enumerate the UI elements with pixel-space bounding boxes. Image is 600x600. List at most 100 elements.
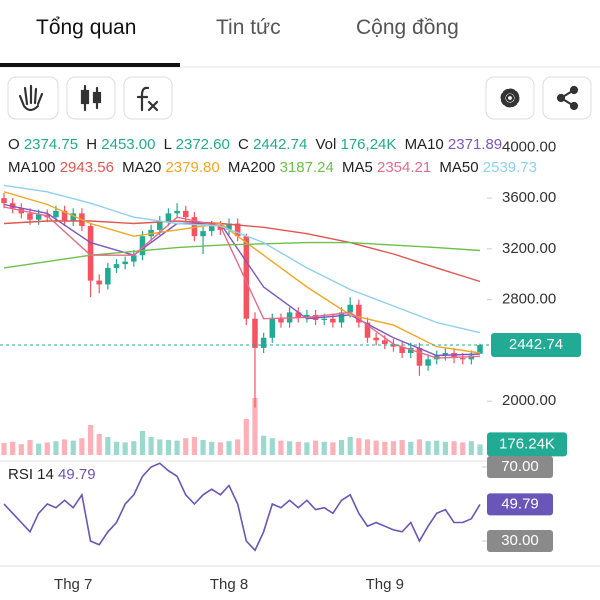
volume-bar: [191, 437, 197, 455]
price-badge: [491, 333, 581, 358]
tab[interactable]: Cộng đồng: [356, 16, 459, 39]
volume-bar: [105, 437, 111, 455]
candle-body: [226, 223, 232, 230]
toolbar-icons: [18, 84, 579, 112]
tab[interactable]: Tin tức: [216, 16, 281, 39]
volume-bar: [451, 441, 457, 455]
legend: O 2374.75 H 2453.00 L 2372.60 C 2442.74 …: [8, 133, 553, 179]
active-tab-underline: [0, 63, 180, 67]
volume-bar: [321, 441, 327, 455]
rsi-badge: [487, 493, 553, 516]
candle-body: [243, 236, 250, 319]
volume-bar: [61, 439, 68, 455]
candle-body: [87, 226, 94, 281]
legend-label: MA50: [439, 159, 479, 176]
candle-body: [217, 226, 224, 230]
volume-bar: [442, 441, 448, 455]
candle-body: [96, 280, 102, 285]
candle-body: [61, 210, 68, 221]
y-tick-label: 2000.00: [502, 392, 556, 409]
volume-bar: [295, 441, 301, 455]
hand-button[interactable]: [7, 76, 59, 120]
volume-bar: [200, 440, 206, 455]
info-value: 2372.60: [175, 136, 230, 153]
volume-bar: [79, 438, 85, 455]
volume-bar: [226, 441, 232, 455]
legend-label: MA100: [8, 159, 56, 176]
volume-bar: [148, 437, 154, 455]
ma-line: [3, 241, 481, 269]
price-badge-label: 2442.74: [509, 336, 563, 353]
info-label: O: [8, 136, 20, 153]
rsi-badge-label: 49.79: [501, 495, 539, 512]
volume-bar: [10, 441, 16, 455]
volume-bar: [399, 440, 405, 455]
info-value: 2442.74: [253, 136, 308, 153]
volume-bar: [131, 441, 137, 455]
volume-bar: [36, 443, 42, 455]
candle-body: [364, 322, 371, 338]
legend-label: MA200: [227, 159, 276, 176]
candle-body: [105, 267, 111, 285]
gear-icon: [505, 93, 515, 103]
candle-body: [260, 337, 267, 348]
legend-value: 2943.56: [59, 159, 114, 176]
gear-icon: [500, 88, 520, 108]
settings-button[interactable]: [485, 76, 535, 120]
candle-body: [252, 318, 258, 348]
candle-body: [338, 312, 345, 323]
tab[interactable]: Tổng quan: [36, 16, 137, 39]
volume-bar: [252, 398, 258, 455]
volume-bar: [390, 441, 397, 455]
volume-bar: [217, 442, 223, 455]
volume-bar: [382, 441, 388, 455]
rsi-value: 49.79: [58, 466, 96, 483]
volume-bar: [312, 440, 319, 455]
x-tick-label: Thg 8: [210, 576, 248, 593]
candle-body: [295, 312, 302, 318]
volume-badge: [487, 432, 567, 457]
candle-body: [208, 226, 215, 232]
info-value: 2374.75: [23, 136, 79, 153]
candle-type-button[interactable]: [66, 76, 116, 120]
volume-bar: [27, 440, 33, 455]
rsi-tick-badge: [487, 530, 553, 552]
info-value: 176,24K: [340, 136, 397, 153]
candle-body: [321, 318, 327, 320]
legend-label: MA5: [341, 159, 373, 176]
share-button[interactable]: [542, 76, 592, 120]
ma-line: [3, 203, 481, 357]
candle-body: [407, 347, 414, 353]
toolbar: [7, 76, 592, 120]
legend-value: 2354.21: [377, 159, 432, 176]
volume-bar: [53, 441, 59, 455]
volume-bar: [269, 438, 275, 455]
volume-bar: [364, 439, 371, 455]
candle-body: [234, 223, 241, 237]
indicator-button[interactable]: [123, 76, 173, 120]
volume-bar: [338, 440, 345, 455]
candle-body: [269, 318, 276, 338]
volume-bar: [165, 440, 172, 455]
info-value: 2453.00: [101, 136, 156, 153]
volume-bar: [87, 425, 94, 455]
volume-bar: [183, 438, 189, 455]
volume-bar: [278, 440, 284, 455]
volume-bar: [304, 442, 310, 455]
volume-bar: [174, 440, 180, 455]
legend-label: MA10: [404, 136, 444, 153]
candle-body: [459, 358, 466, 360]
volume-bar: [468, 441, 474, 455]
ma-line: [3, 206, 481, 359]
volume-bar: [330, 442, 336, 455]
volume-bar: [460, 442, 466, 455]
volume-bar: [209, 441, 215, 455]
y-tick-label: 3600.00: [502, 189, 556, 206]
y-tick-label: 3200.00: [502, 240, 556, 257]
candle-body: [442, 352, 449, 356]
candle-body: [1, 198, 7, 204]
candle-body: [356, 304, 362, 323]
candle-body: [278, 318, 284, 323]
